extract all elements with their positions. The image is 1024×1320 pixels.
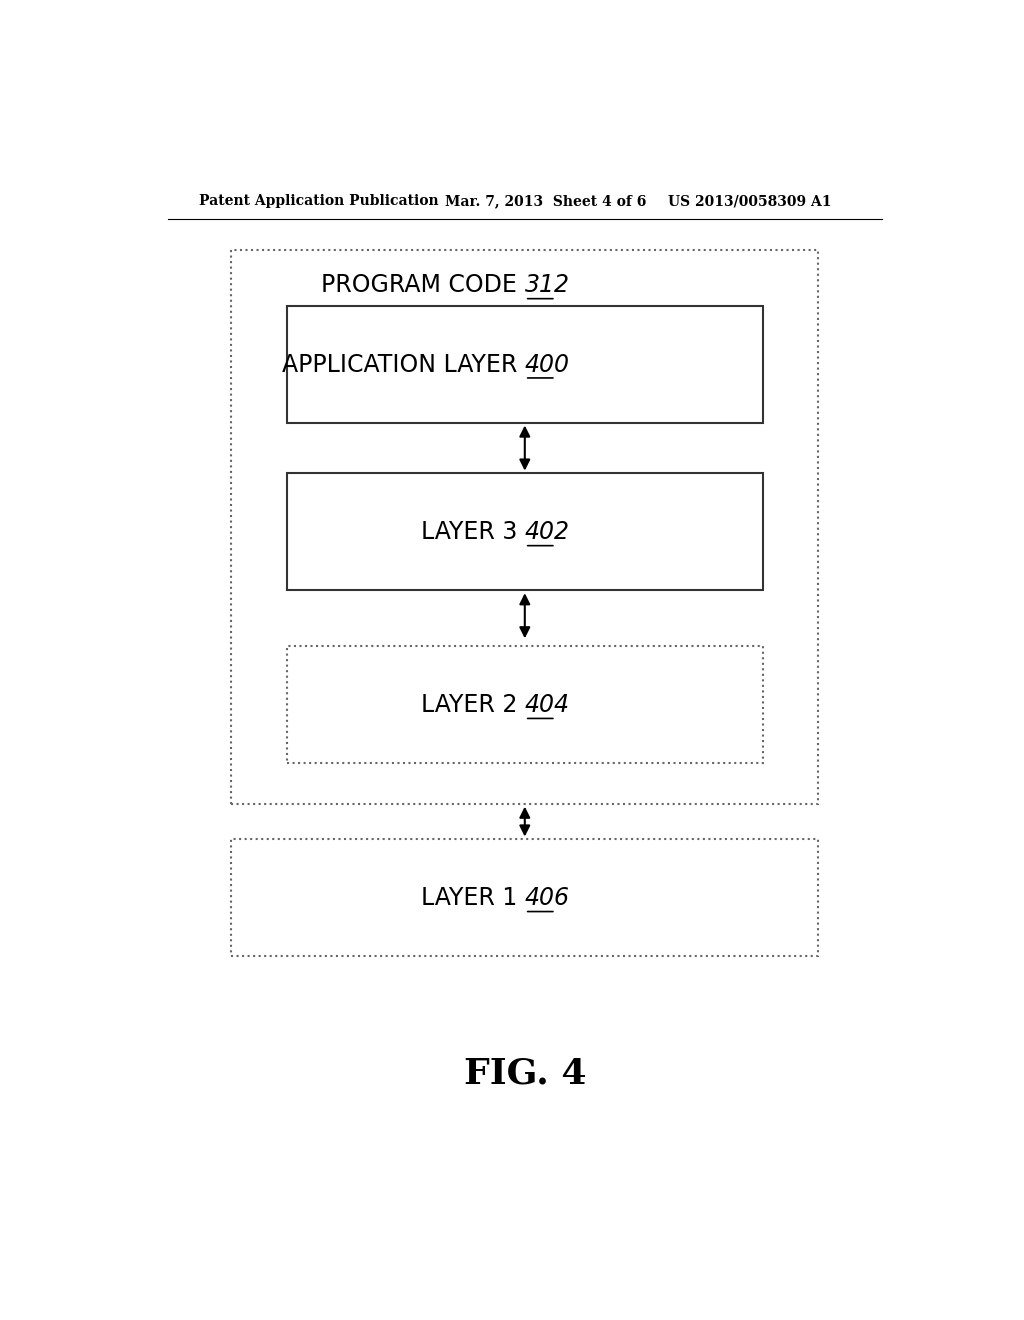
Text: 406: 406 bbox=[524, 886, 569, 911]
Text: LAYER 2: LAYER 2 bbox=[421, 693, 524, 717]
Bar bbox=[231, 840, 818, 956]
Bar bbox=[287, 306, 763, 422]
Text: US 2013/0058309 A1: US 2013/0058309 A1 bbox=[668, 194, 831, 209]
Text: Mar. 7, 2013  Sheet 4 of 6: Mar. 7, 2013 Sheet 4 of 6 bbox=[445, 194, 647, 209]
Bar bbox=[287, 647, 763, 763]
Text: APPLICATION LAYER: APPLICATION LAYER bbox=[282, 352, 524, 376]
Text: LAYER 3: LAYER 3 bbox=[421, 520, 524, 544]
Text: 404: 404 bbox=[524, 693, 569, 717]
Text: PROGRAM CODE: PROGRAM CODE bbox=[322, 273, 524, 297]
Bar bbox=[287, 474, 763, 590]
Text: Patent Application Publication: Patent Application Publication bbox=[200, 194, 439, 209]
Text: 402: 402 bbox=[524, 520, 569, 544]
Text: 312: 312 bbox=[524, 273, 569, 297]
Bar bbox=[231, 249, 818, 804]
Text: LAYER 1: LAYER 1 bbox=[421, 886, 524, 911]
Text: FIG. 4: FIG. 4 bbox=[464, 1056, 586, 1090]
Text: 400: 400 bbox=[524, 352, 569, 376]
